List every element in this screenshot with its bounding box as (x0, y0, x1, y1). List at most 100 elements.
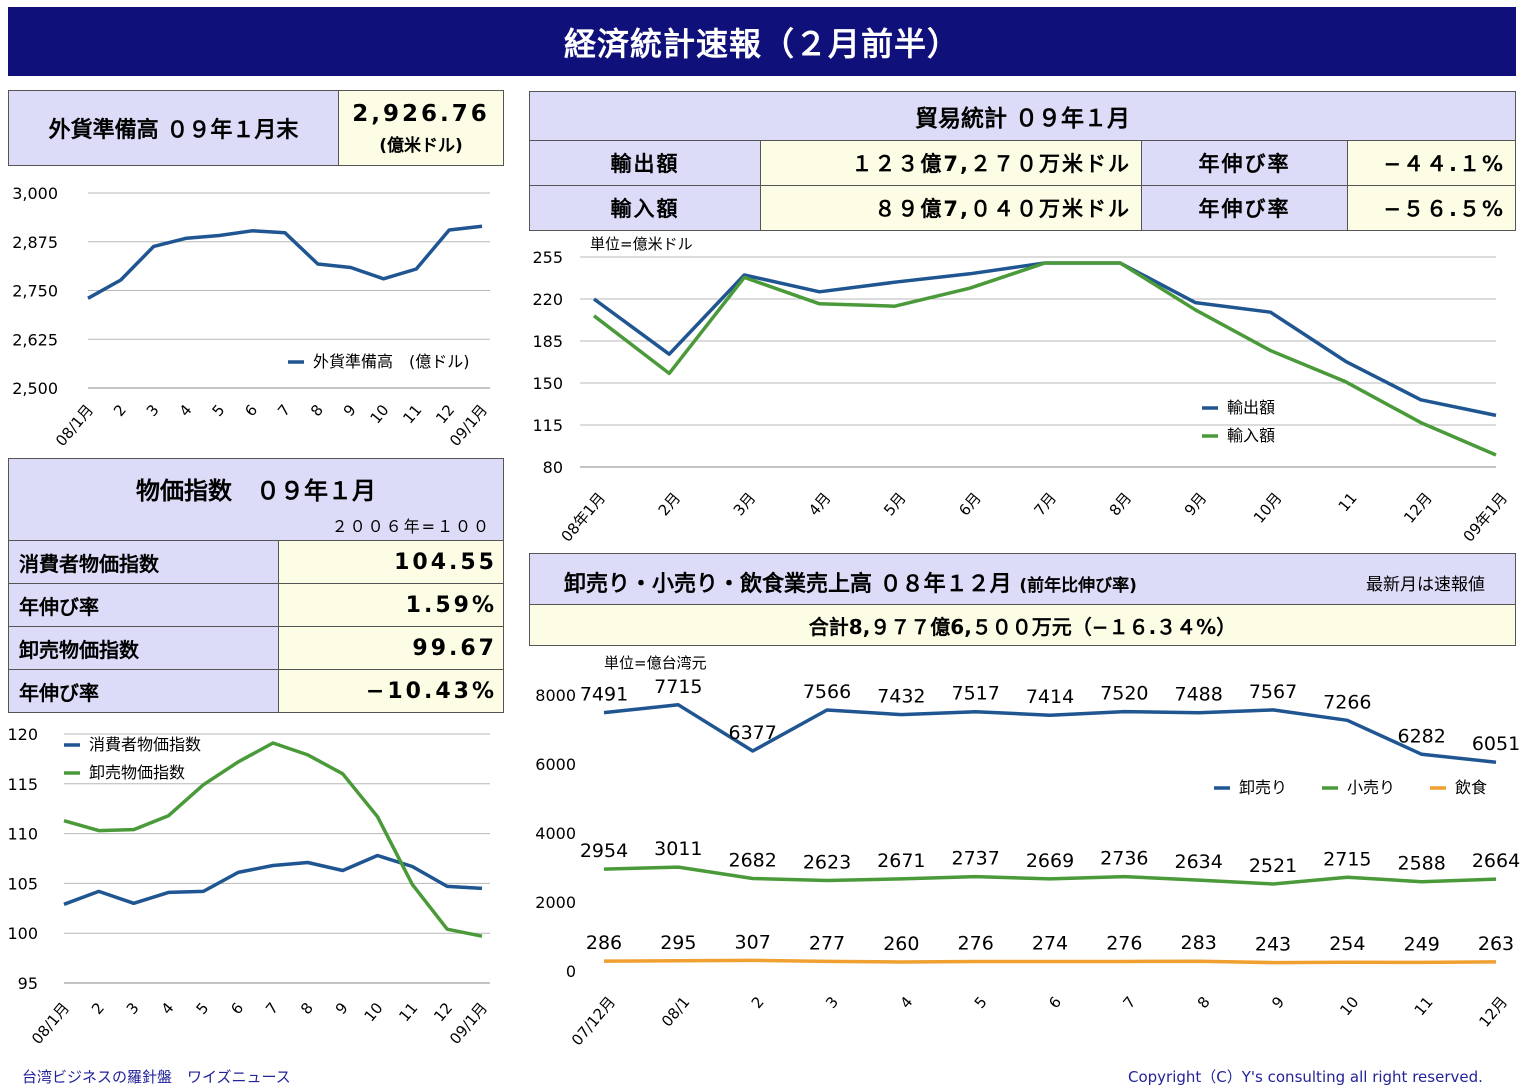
prices-base: ２００６年=１００ (331, 517, 491, 536)
sales-heading-wrap: 卸売り・小売り・飲食業売上高 ０８年１２月 (前年比伸び率) (564, 566, 1137, 598)
x-tick-label: 4 (158, 999, 178, 1018)
trade-label: 輸入額 (529, 185, 761, 231)
y-tick-label: 95 (18, 974, 38, 993)
legend-label: 小売り (1347, 778, 1395, 797)
y-tick-label: 2000 (535, 893, 576, 912)
y-tick-label: 8000 (535, 686, 576, 705)
reserves-unit: (億米ドル) (379, 135, 463, 156)
y-tick-label: 110 (7, 825, 38, 844)
series-line-0 (63, 853, 483, 906)
data-label: 2682 (728, 849, 776, 871)
x-tick-label: 11 (399, 401, 425, 427)
prices-row-value: 99.67 (278, 626, 504, 670)
y-tick-label: 115 (7, 775, 38, 794)
data-label: 7491 (580, 684, 628, 706)
data-label: 307 (735, 931, 771, 953)
x-tick-label: 7 (262, 999, 282, 1018)
data-label: 263 (1478, 933, 1514, 955)
data-label: 2669 (1026, 850, 1074, 872)
x-tick-label: 12 (430, 999, 456, 1025)
data-label: 249 (1404, 933, 1440, 955)
data-label: 2634 (1174, 851, 1222, 873)
data-label: 7414 (1026, 686, 1074, 708)
x-tick-label: 7 (274, 401, 294, 420)
reserves-value-box: 2,926.76 (億米ドル) (338, 90, 504, 166)
data-label: 254 (1329, 933, 1365, 955)
x-tick-label: 4月 (805, 489, 835, 519)
data-label: 2664 (1472, 850, 1520, 872)
x-tick-label: 2 (110, 401, 130, 420)
data-label: 7566 (803, 681, 851, 703)
data-label: 7520 (1100, 683, 1148, 705)
reserves-chart: 3,000 2,875 2,750 2,625 2,500 08/1月 2 3 4 5 6 7 8 9 10… (12, 184, 491, 450)
data-label: 2671 (877, 850, 925, 872)
data-label: 2954 (580, 840, 628, 862)
sales-heading: 卸売り・小売り・飲食業売上高 ０８年１２月 (564, 572, 1012, 597)
footer-left: 台湾ビジネスの羅針盤 ワイズニュース (22, 1068, 291, 1086)
y-tick-label: 120 (7, 725, 38, 744)
y-tick-label: 220 (532, 290, 563, 309)
x-tick-label: 10 (361, 999, 387, 1025)
legend-label: 卸売り (1239, 778, 1287, 797)
x-tick-label: 10 (1336, 993, 1362, 1019)
sales-total: 合計8,９７７億6,５００万元（−１６.３４%） (529, 604, 1516, 646)
data-label: 6051 (1472, 733, 1520, 755)
x-tick-label: 5 (208, 401, 228, 420)
y-tick-label: 185 (532, 332, 563, 351)
data-label: 7567 (1249, 681, 1297, 703)
data-label: 7432 (877, 686, 925, 708)
series-line-2 (603, 958, 1497, 965)
prices-row-value: 104.55 (278, 540, 504, 584)
trade-value: １２３億7,２７０万米ドル (760, 140, 1142, 186)
data-label: 276 (1106, 932, 1142, 954)
x-tick-label: 08年1月 (558, 489, 609, 545)
data-label: 6282 (1397, 725, 1445, 747)
data-label: 274 (1032, 933, 1068, 955)
x-tick-label: 3 (143, 401, 163, 420)
x-tick-label: 12月 (1475, 993, 1511, 1031)
x-tick-label: 3 (123, 999, 143, 1018)
legend-label: 輸入額 (1227, 426, 1275, 445)
trade-unit: 単位=億米ドル (590, 235, 693, 253)
y-tick-label: 115 (532, 416, 563, 435)
prices-header: 物価指数 ０９年１月 ２００６年=１００ (8, 458, 504, 541)
sales-note: 最新月は速報値 (1366, 575, 1485, 595)
data-label: 243 (1255, 934, 1291, 956)
x-tick-label: 4 (896, 993, 916, 1012)
sales-heading-sub: (前年比伸び率) (1019, 576, 1137, 596)
y-tick-label: 4000 (535, 824, 576, 843)
series-line-1 (63, 741, 483, 938)
data-label: 276 (958, 932, 994, 954)
x-tick-label: 08/1月 (28, 999, 73, 1048)
reserves-heading: 外貨準備高 ０９年１月末 (8, 90, 339, 166)
data-label: 7715 (654, 676, 702, 698)
x-tick-label: 3月 (730, 489, 760, 519)
x-tick-label: 12月 (1400, 489, 1436, 527)
sales-chart: 8000 6000 4000 2000 0 07/12月 08/1 2 3 4 5 6 7 8 9 10 11 1… (535, 676, 1520, 1049)
x-tick-label: 10月 (1250, 489, 1286, 527)
prices-row-label: 年伸び率 (8, 583, 279, 627)
series-line-0 (87, 224, 483, 300)
x-tick-label: 11 (1335, 489, 1361, 515)
y-tick-label: 2,750 (12, 282, 58, 301)
prices-row-label: 消費者物価指数 (8, 540, 279, 584)
y-tick-label: 6000 (535, 755, 576, 774)
data-label: 2521 (1249, 855, 1297, 877)
y-tick-label: 105 (7, 874, 38, 893)
x-tick-label: 8月 (1106, 489, 1136, 519)
trade-rate: −４４.１% (1347, 140, 1516, 186)
trade-rate-label: 年伸び率 (1141, 185, 1348, 231)
data-label: 277 (809, 932, 845, 954)
y-tick-label: 2,625 (12, 330, 58, 349)
sales-header: 卸売り・小売り・飲食業売上高 ０８年１２月 (前年比伸び率) 最新月は速報値 (529, 553, 1516, 605)
series-line-1 (603, 865, 1497, 886)
y-tick-label: 255 (532, 248, 563, 267)
prices-row-label: 年伸び率 (8, 669, 279, 713)
trade-label: 輸出額 (529, 140, 761, 186)
x-tick-label: 3 (822, 993, 842, 1012)
x-tick-label: 10 (367, 401, 393, 427)
x-tick-label: 6月 (955, 489, 985, 519)
x-tick-label: 9 (1268, 993, 1288, 1012)
trade-chart: 255 220 185 150 115 80 08年1月 2月 3月 4月 5月 6月 7月 8月 9月 10… (532, 248, 1511, 545)
x-tick-label: 6 (227, 999, 247, 1018)
